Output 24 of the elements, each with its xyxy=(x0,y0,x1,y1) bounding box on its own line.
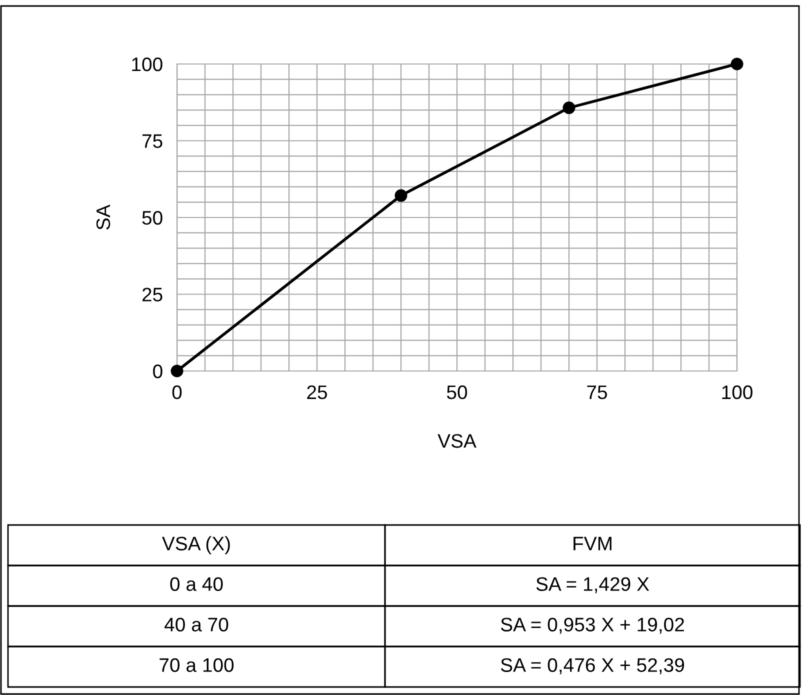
text: FVM xyxy=(574,536,612,550)
point xyxy=(562,102,576,114)
y-axis-title: SA xyxy=(96,204,110,230)
y-tick-label: 75 xyxy=(142,134,162,148)
point xyxy=(170,364,184,378)
text: 40 a 70 xyxy=(164,618,228,632)
y-tick-label: 50 xyxy=(142,210,162,225)
y-tick-label: 25 xyxy=(142,288,162,302)
x-tick-label: 100 xyxy=(722,385,752,400)
x-tick-label: 75 xyxy=(587,386,607,400)
text: 0 a 40 xyxy=(170,577,223,591)
x-axis-title: VSA xyxy=(438,434,476,448)
point xyxy=(394,189,408,202)
y-tick-label: 0 xyxy=(153,364,162,378)
text: SA = 0,476 X + 52,39 xyxy=(500,658,684,674)
text: SA = 1,429 X xyxy=(536,577,650,594)
y-tick-label: 100 xyxy=(132,57,162,72)
x-tick-label: 50 xyxy=(446,385,468,400)
point xyxy=(730,58,744,70)
x-tick-label: 0 xyxy=(172,385,182,400)
text: VSA (X) xyxy=(162,536,230,554)
text: SA = 0,953 X + 19,02 xyxy=(500,618,684,634)
x-tick-label: 25 xyxy=(307,385,327,400)
text: 70 a 100 xyxy=(160,658,234,672)
